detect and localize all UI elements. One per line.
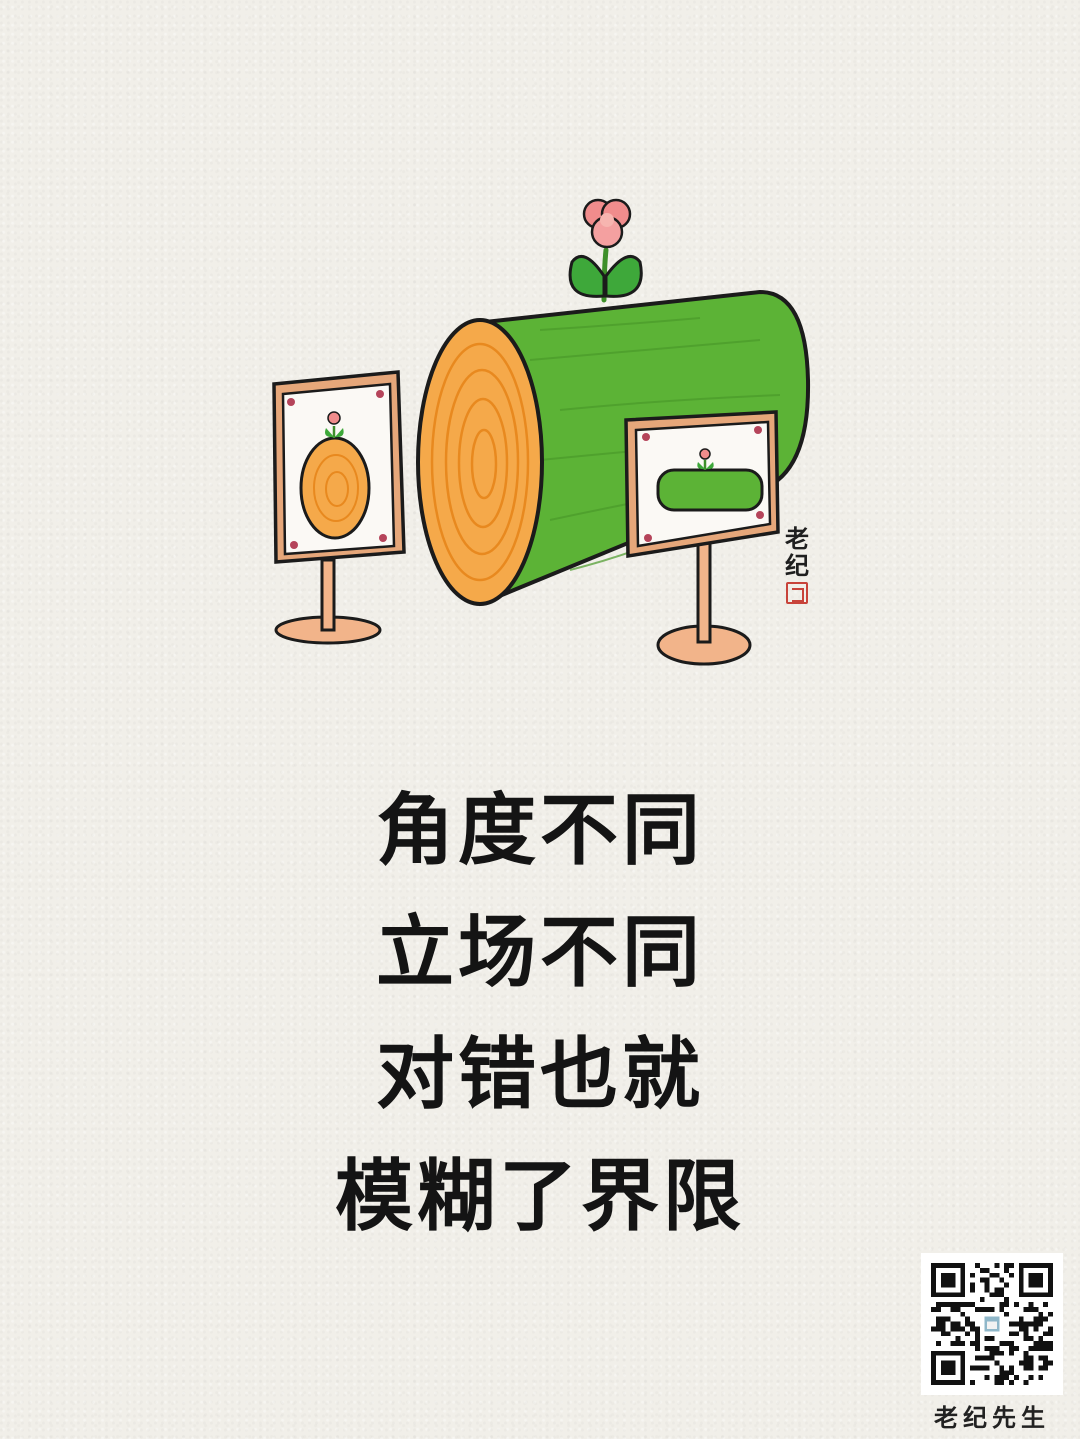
flower-icon (568, 198, 643, 303)
qr-code-icon (931, 1263, 1053, 1385)
log-illustration (272, 198, 811, 666)
poem: 角度不同 立场不同 对错也就 模糊了界限 (0, 770, 1080, 1258)
left-sign (272, 370, 406, 645)
signature-char-2: 纪 (785, 551, 809, 580)
right-sign (624, 410, 780, 666)
signature-char-1: 老 (785, 524, 809, 553)
poem-line-2: 立场不同 (375, 908, 704, 998)
qr-caption: 老纪先生 (934, 1404, 1050, 1432)
qr-code-panel[interactable] (921, 1253, 1063, 1395)
poem-line-1: 角度不同 (375, 786, 704, 876)
seal-stamp-icon (786, 582, 808, 604)
artist-signature: 老 纪 (780, 525, 814, 604)
poem-line-3: 对错也就 (375, 1030, 704, 1120)
poem-line-4: 模糊了界限 (334, 1152, 745, 1242)
